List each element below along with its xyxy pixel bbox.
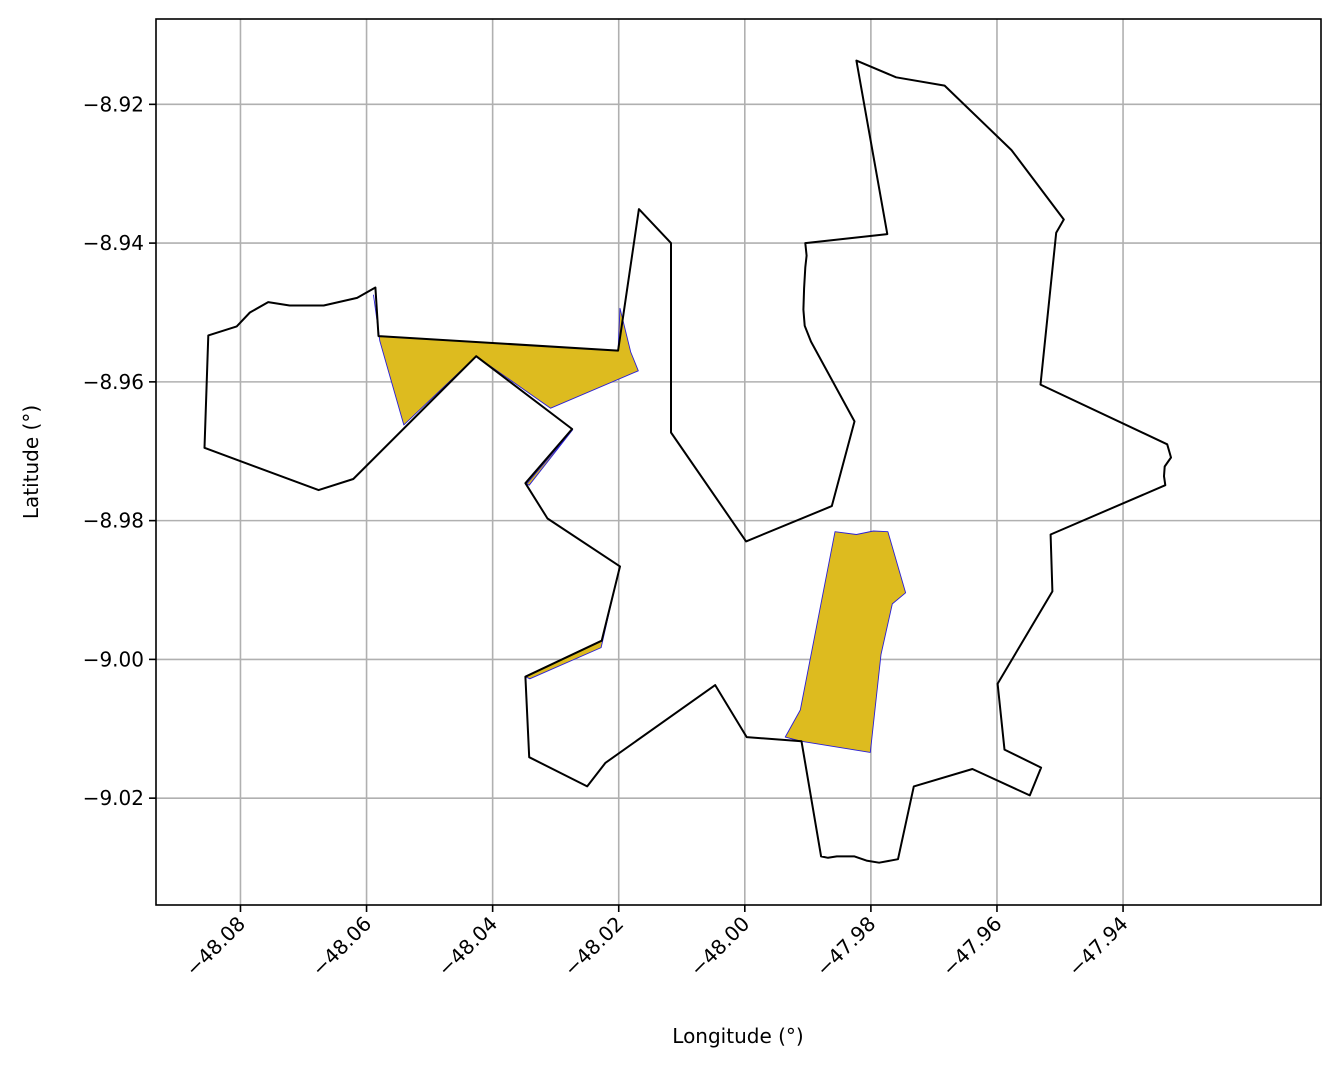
y-axis-label: Latitude (°) xyxy=(19,405,43,519)
x-axis-label: Longitude (°) xyxy=(672,1024,803,1048)
y-tick-label: −8.98 xyxy=(83,509,144,533)
plot-area-background xyxy=(156,19,1321,905)
y-tick-label: −8.96 xyxy=(83,370,144,394)
y-tick-label: −9.00 xyxy=(83,647,144,671)
y-tick-label: −8.92 xyxy=(83,92,144,116)
y-tick-label: −9.02 xyxy=(83,786,144,810)
y-tick-label: −8.94 xyxy=(83,231,144,255)
